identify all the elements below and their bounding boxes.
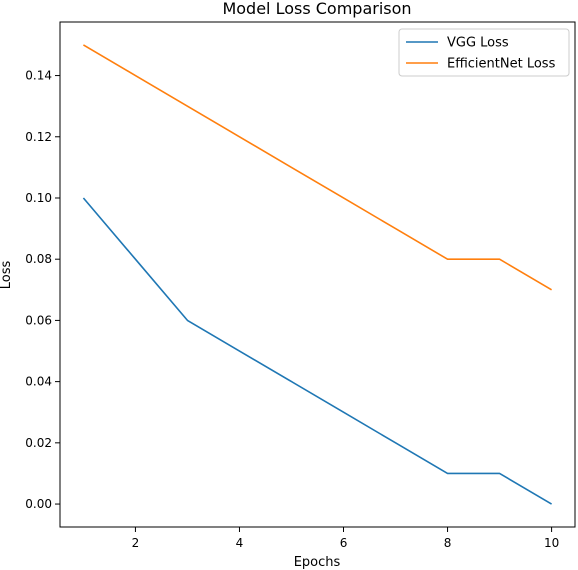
x-tick-label: 10 <box>544 536 559 550</box>
legend: VGG Loss EfficientNet Loss <box>398 28 570 77</box>
legend-box <box>398 28 570 77</box>
y-tick-label: 0.06 <box>25 313 52 327</box>
x-tick-label: 6 <box>340 536 348 550</box>
x-axis-title: Epochs <box>294 555 341 570</box>
y-tick-label: 0.14 <box>25 69 52 83</box>
x-tick-label: 2 <box>132 536 140 550</box>
y-tick-label: 0.10 <box>25 191 52 205</box>
y-tick-label: 0.02 <box>25 436 52 450</box>
series-line-efficientnet-loss <box>83 44 552 291</box>
x-tick-label: 8 <box>444 536 452 550</box>
y-tick-label: 0.04 <box>25 375 52 389</box>
y-axis: 0.00 0.02 0.04 0.06 0.08 0.10 0.12 0.14 <box>25 69 60 511</box>
plot-frame <box>59 21 576 528</box>
x-tick-label: 4 <box>236 536 244 550</box>
y-axis-title: Loss <box>0 261 14 290</box>
y-tick-label: 0.00 <box>25 497 52 511</box>
legend-label: VGG Loss <box>447 36 509 51</box>
x-axis: 2 4 6 8 10 <box>132 527 559 550</box>
series-layer <box>82 44 552 505</box>
y-tick-label: 0.12 <box>25 130 52 144</box>
series-line-vgg-loss <box>82 197 552 505</box>
chart-title: Model Loss Comparison <box>222 0 411 18</box>
legend-label: EfficientNet Loss <box>447 57 556 72</box>
plot-area <box>59 21 576 528</box>
y-tick-label: 0.08 <box>25 252 52 266</box>
